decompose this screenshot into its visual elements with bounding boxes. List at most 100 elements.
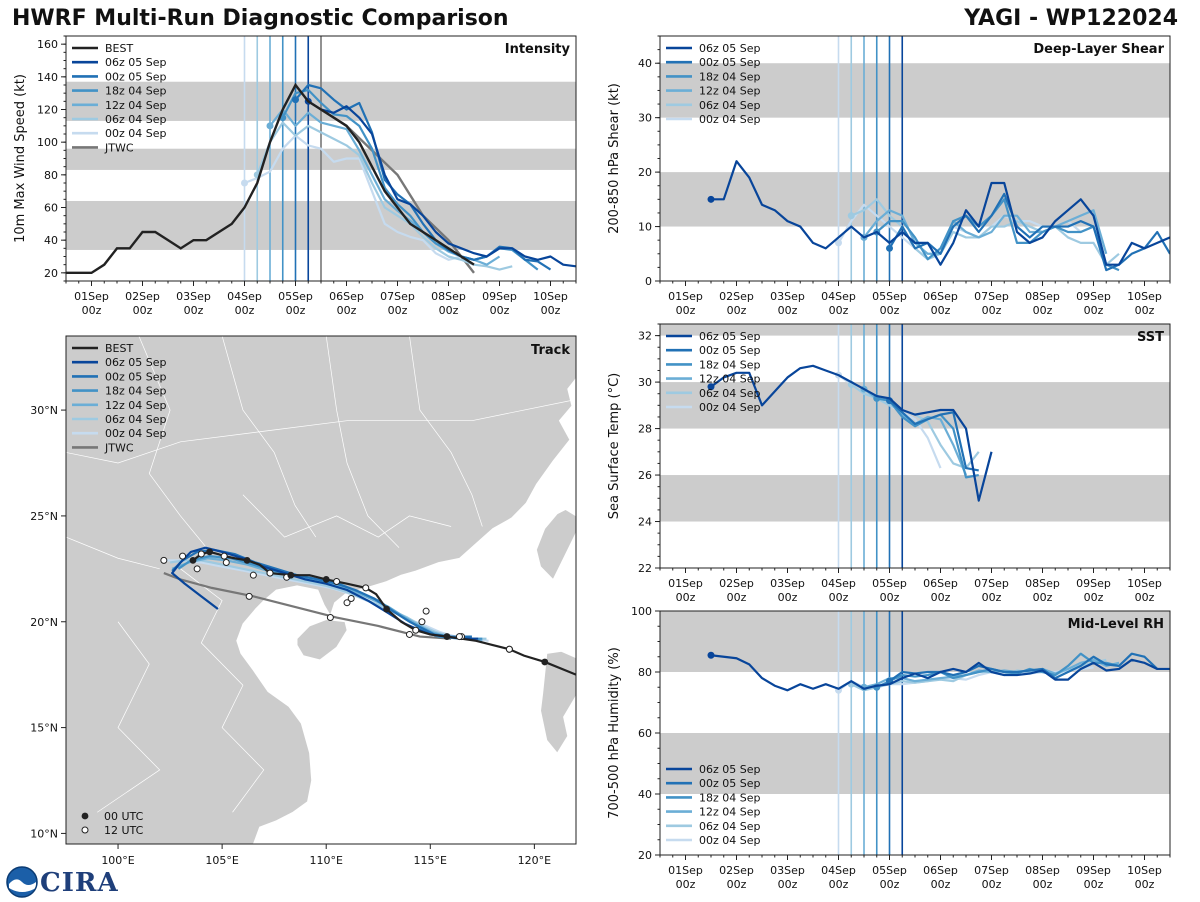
storm-id-title: YAGI - WP122024 xyxy=(964,6,1178,31)
track-12utc-marker xyxy=(455,633,463,641)
intensity-xtick-label: 09Sep xyxy=(482,290,517,303)
best-12utc-marker xyxy=(505,645,513,653)
intensity-xtick-label-hour: 00z xyxy=(82,304,102,317)
intensity-legend-label: 06z 05 Sep xyxy=(105,56,167,69)
sst-xtick-label-hour: 00z xyxy=(1084,591,1104,604)
border-line-6 xyxy=(180,568,265,813)
shear-xtick-label: 09Sep xyxy=(1076,290,1111,303)
track-xtick-label: 105°E xyxy=(205,854,238,867)
intensity-init-marker-00z 05 Sep xyxy=(292,96,299,104)
intensity-legend-label: JTWC xyxy=(104,141,134,154)
sst-legend-label: 06z 05 Sep xyxy=(699,330,761,343)
intensity-xtick-label: 08Sep xyxy=(431,290,466,303)
shear-legend-label: 12z 04 Sep xyxy=(699,85,761,98)
mainland xyxy=(66,336,576,844)
shear-ytick-label: 40 xyxy=(638,57,652,70)
noaa-emblem-icon xyxy=(6,866,38,898)
shear-xtick-label: 01Sep xyxy=(668,290,703,303)
sst-init-marker-06z 05 Sep xyxy=(707,383,715,391)
intensity-ytick-label: 20 xyxy=(44,267,58,280)
track-xtick-label: 115°E xyxy=(414,854,447,867)
shear-init-marker-00z 04 Sep xyxy=(835,239,842,247)
rh-xtick-label: 09Sep xyxy=(1076,864,1111,877)
intensity-xtick-label: 06Sep xyxy=(329,290,364,303)
shear-xtick-label-hour: 00z xyxy=(1033,304,1053,317)
track-ytick-label: 15°N xyxy=(30,722,58,735)
rh-xtick-label: 07Sep xyxy=(974,864,1009,877)
track-legend-label: JTWC xyxy=(104,441,134,454)
shear-xtick-label-hour: 00z xyxy=(982,304,1002,317)
panel-track: 100°E 105°E 110°E 115°E 120°E 10°N 15°N 20°N 25°… xyxy=(30,335,577,867)
sst-ytick-label: 22 xyxy=(638,562,652,575)
rh-legend-label: 06z 05 Sep xyxy=(699,763,761,776)
shear-series-18z 04 Sep xyxy=(876,198,1120,272)
rh-xtick-label-hour: 00z xyxy=(1033,878,1053,891)
sst-legend-label: 12z 04 Sep xyxy=(699,373,761,386)
shear-legend-label: 00z 05 Sep xyxy=(699,56,761,69)
intensity-init-marker-12z 04 Sep xyxy=(266,122,274,130)
intensity-legend-label: 00z 05 Sep xyxy=(105,70,167,83)
intensity-legend-label: 00z 04 Sep xyxy=(105,127,167,140)
sst-xtick-label-hour: 00z xyxy=(676,591,696,604)
intensity-ytick-label: 120 xyxy=(37,104,58,117)
rh-series-06z 05 Sep xyxy=(710,654,1170,692)
best-00utc-marker xyxy=(322,576,330,583)
border-line-4 xyxy=(66,399,576,464)
sst-ylabel: Sea Surface Temp (°C) xyxy=(607,373,622,520)
shear-legend-label: 06z 05 Sep xyxy=(699,42,761,55)
shear-xtick-label: 02Sep xyxy=(719,290,754,303)
sst-xtick-label-hour: 00z xyxy=(778,591,798,604)
rh-xtick-label-hour: 00z xyxy=(727,878,747,891)
sst-xtick-label-hour: 00z xyxy=(829,591,849,604)
track-12utc-marker xyxy=(222,558,230,566)
track-legend-00utc-marker xyxy=(81,812,89,820)
intensity-series-06z 05 Sep xyxy=(307,100,576,268)
sst-legend-label: 00z 04 Sep xyxy=(699,401,761,414)
figure-title: HWRF Multi-Run Diagnostic Comparison xyxy=(12,6,509,31)
shear-title: Deep-Layer Shear xyxy=(1033,42,1164,57)
intensity-legend-label: BEST xyxy=(105,42,133,55)
track-12utc-marker xyxy=(249,571,257,579)
intensity-xtick-label-hour: 00z xyxy=(541,304,561,317)
shear-series-00z 05 Sep xyxy=(888,192,1170,272)
shear-ytick-label: 30 xyxy=(638,112,652,125)
intensity-xtick-label-hour: 00z xyxy=(439,304,459,317)
track-12utc-marker xyxy=(405,630,413,638)
intensity-series-00z 04 Sep xyxy=(244,134,462,261)
best-12utc-marker xyxy=(412,626,420,634)
intensity-ytick-label: 160 xyxy=(37,38,58,51)
intensity-ytick-label: 140 xyxy=(37,71,58,84)
intensity-xtick-label: 07Sep xyxy=(380,290,415,303)
panel-shear: 01020304001Sep00z02Sep00z03Sep00z04Sep00… xyxy=(607,35,1171,317)
track-legend-label: 12z 04 Sep xyxy=(105,399,167,412)
sst-xtick-label: 06Sep xyxy=(923,577,958,590)
rh-xtick-label: 02Sep xyxy=(719,864,754,877)
intensity-xtick-label-hour: 00z xyxy=(286,304,306,317)
sst-title: SST xyxy=(1137,330,1164,345)
sst-xtick-label: 07Sep xyxy=(974,577,1009,590)
sst-xtick-label-hour: 00z xyxy=(880,591,900,604)
rh-xtick-label-hour: 00z xyxy=(1084,878,1104,891)
sst-ytick-label: 26 xyxy=(638,469,652,482)
sst-plot-area xyxy=(660,324,1170,568)
rh-ytick-label: 100 xyxy=(631,605,652,618)
sst-xtick-label: 09Sep xyxy=(1076,577,1111,590)
sst-xtick-label-hour: 00z xyxy=(931,591,951,604)
sst-xtick-label-hour: 00z xyxy=(1033,591,1053,604)
track-legend-label: 18z 04 Sep xyxy=(105,385,167,398)
sst-ytick-label: 28 xyxy=(638,423,652,436)
shear-band-1 xyxy=(660,63,1170,118)
shear-legend-label: 18z 04 Sep xyxy=(699,70,761,83)
shear-legend-label: 06z 04 Sep xyxy=(699,99,761,112)
shear-ytick-label: 20 xyxy=(638,166,652,179)
track-legend-label: 06z 04 Sep xyxy=(105,413,167,426)
track-12utc-marker xyxy=(179,552,187,560)
track-12utc-marker xyxy=(160,556,168,564)
track-12utc-marker xyxy=(343,599,351,607)
best-00utc-marker xyxy=(206,548,214,556)
intensity-xtick-label-hour: 00z xyxy=(133,304,153,317)
sst-legend-label: 00z 05 Sep xyxy=(699,344,761,357)
luzon-island xyxy=(540,650,576,754)
shear-xtick-label: 10Sep xyxy=(1127,290,1162,303)
